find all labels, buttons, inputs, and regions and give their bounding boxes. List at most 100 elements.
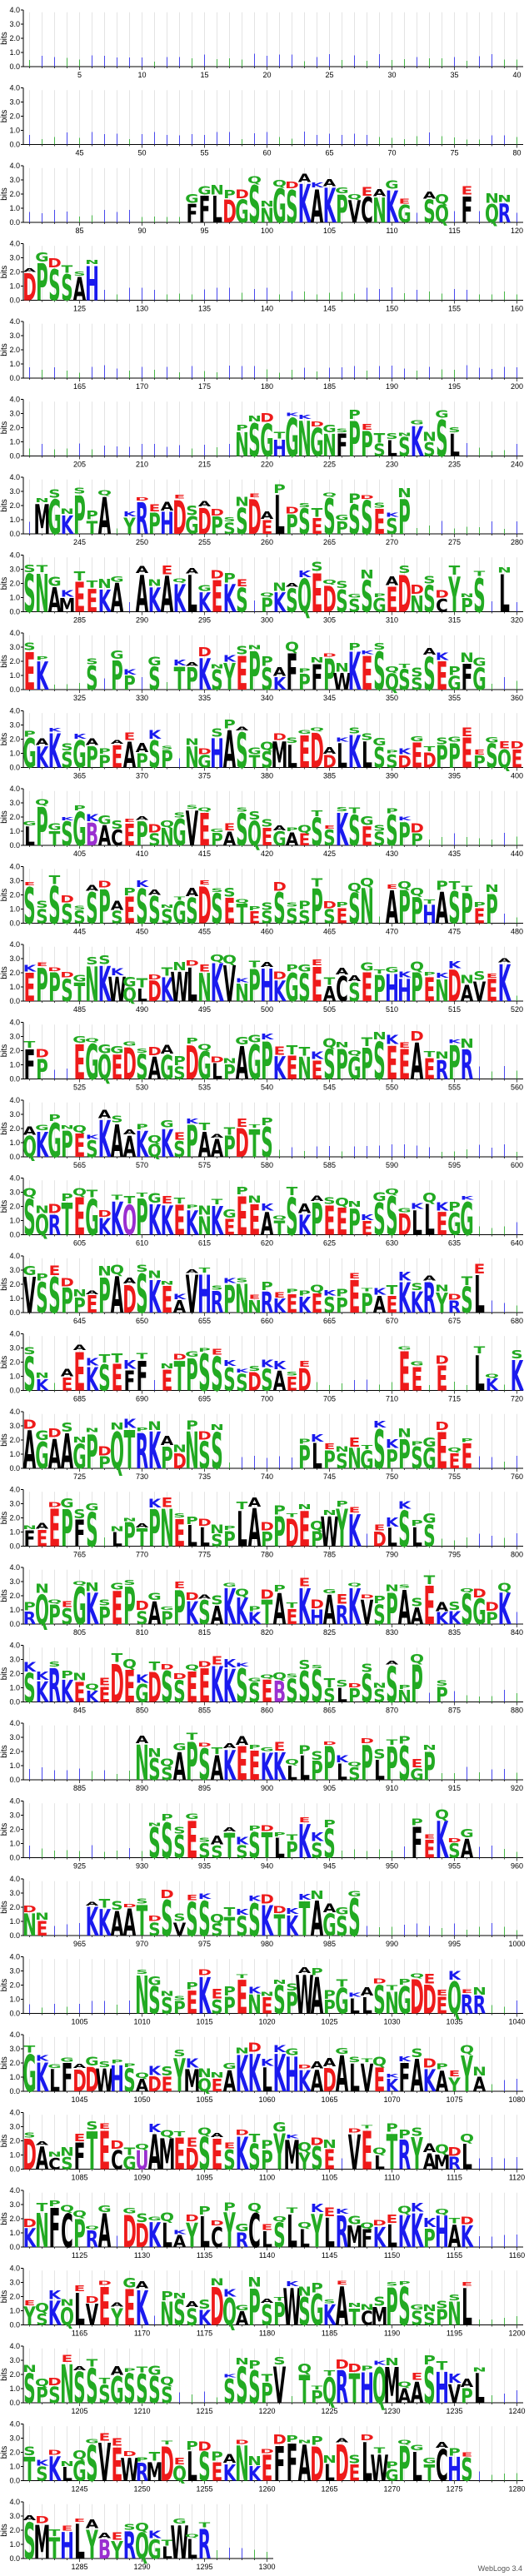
residue-glyph: K [298, 1294, 312, 1318]
x-tick-label: 245 [73, 538, 86, 546]
residue-glyph: S [161, 1663, 172, 1712]
residue-glyph: S [398, 1584, 410, 1590]
residue-glyph: S [23, 1346, 35, 1357]
y-tick-label: 0.0 [9, 62, 20, 71]
residue-glyph: K [436, 1811, 449, 1870]
residue-glyph: S [373, 829, 385, 850]
residue-glyph: K [148, 1197, 162, 1245]
residue-glyph: E [199, 879, 211, 886]
residue-glyph: P [123, 886, 136, 898]
residue-glyph: S [173, 1512, 185, 1519]
residue-glyph: I [154, 442, 156, 461]
residue-glyph: I [367, 132, 368, 147]
residue-glyph: S [148, 1919, 160, 1940]
residue-glyph: S [211, 1423, 222, 1481]
residue-glyph: F [199, 189, 211, 231]
residue-glyph: F [462, 656, 473, 698]
residue-glyph: K [248, 2043, 262, 2104]
y-axis-label: bits [0, 1200, 9, 1213]
residue-glyph: S [386, 1186, 397, 1248]
residue-glyph: D [147, 1915, 162, 1923]
x-tick-label: 180 [261, 382, 273, 391]
residue-glyph: S [261, 661, 272, 696]
residue-glyph: A [198, 1593, 212, 1600]
residue-glyph: K [448, 959, 462, 970]
residue-glyph: T [237, 899, 248, 930]
residue-glyph: D [472, 1587, 487, 1601]
residue-glyph: I [442, 1537, 443, 1550]
residue-glyph: E [287, 1373, 298, 1395]
residue-glyph: I [317, 371, 318, 381]
residue-glyph: T [224, 1124, 236, 1137]
residue-glyph: E [512, 745, 523, 774]
residue-glyph: P [436, 879, 448, 894]
residue-glyph: P [311, 879, 323, 935]
residue-glyph: I [454, 1921, 456, 1940]
residue-glyph: S [136, 1897, 147, 1905]
residue-glyph: I [504, 1300, 506, 1316]
residue-glyph: M [347, 2220, 363, 2255]
residue-glyph: H [397, 973, 412, 1008]
residue-glyph: K [261, 1202, 275, 1213]
residue-glyph: P [298, 671, 311, 695]
y-tick-label: 3.0 [9, 331, 20, 340]
residue-glyph: D [22, 1904, 37, 1914]
residue-glyph: D [272, 732, 287, 743]
residue-glyph: R [461, 1991, 473, 2020]
y-tick-label: 4.0 [9, 84, 20, 92]
residue-glyph: L [387, 436, 397, 461]
x-tick-label: 805 [73, 1628, 86, 1637]
residue-glyph: K [186, 1117, 200, 1125]
residue-glyph: P [248, 1825, 261, 1832]
residue-glyph: A [323, 1902, 337, 1916]
residue-glyph: S [211, 1348, 222, 1402]
residue-glyph: I [79, 441, 81, 461]
residue-glyph: T [249, 1124, 261, 1129]
x-tick-label: 820 [261, 1628, 273, 1637]
residue-glyph: H [272, 436, 287, 462]
x-tick-label: 320 [511, 616, 523, 625]
residue-glyph: K [436, 972, 450, 980]
residue-glyph: E [312, 1290, 323, 1320]
residue-glyph: I [354, 1377, 356, 1394]
residue-glyph: E [74, 574, 86, 622]
residue-glyph: S [61, 973, 72, 1008]
residue-glyph: K [161, 1198, 174, 1244]
residue-glyph: S [173, 1995, 185, 2002]
residue-glyph: I [367, 1378, 368, 1395]
residue-glyph: L [474, 1266, 485, 1325]
residue-glyph: S [23, 563, 35, 575]
residue-glyph: Y [273, 2125, 286, 2181]
residue-glyph: A [273, 1367, 287, 1398]
residue-glyph: K [511, 1353, 524, 1402]
residue-glyph: Y [297, 2148, 311, 2175]
residue-glyph: G [47, 2064, 61, 2070]
residue-glyph: P [36, 253, 48, 312]
residue-glyph: L [324, 2210, 335, 2257]
x-tick-label: 565 [73, 1161, 86, 1169]
residue-glyph: Q [147, 1134, 162, 1145]
residue-glyph: V [23, 1268, 36, 1324]
residue-glyph: K [223, 1660, 237, 1713]
residue-glyph: D [147, 974, 162, 1008]
residue-glyph: I [517, 2155, 518, 2174]
residue-glyph: E [224, 822, 236, 833]
residue-glyph: F [62, 2057, 73, 2101]
x-tick-label: 390 [386, 772, 398, 780]
residue-glyph: N [297, 1051, 312, 1086]
residue-glyph: N [485, 191, 499, 206]
x-tick-label: 235 [448, 461, 461, 469]
residue-glyph: P [248, 1605, 261, 1613]
residue-glyph: F [399, 2056, 411, 2100]
x-tick-label: 100 [261, 227, 273, 235]
residue-glyph: D [172, 1450, 187, 1474]
residue-glyph: I [167, 216, 168, 224]
residue-glyph: E [99, 2277, 111, 2338]
residue-glyph: Q [297, 2140, 312, 2155]
residue-glyph: P [136, 1123, 148, 1131]
x-tick-label: 240 [511, 461, 523, 469]
x-tick-label: 750 [386, 1472, 398, 1481]
residue-glyph: P [261, 655, 273, 670]
